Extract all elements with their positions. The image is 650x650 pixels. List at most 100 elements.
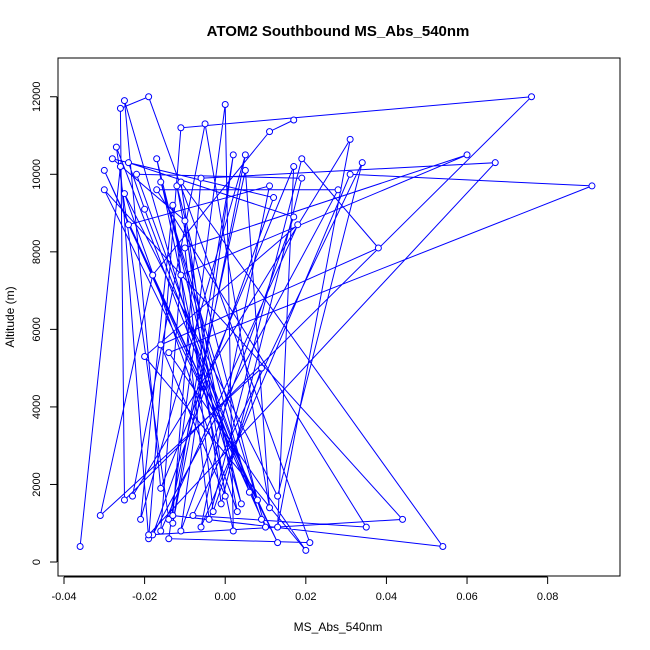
data-point [290,163,298,171]
data-point [157,178,165,186]
data-point [306,539,314,547]
data-point [491,159,499,167]
data-point [302,546,310,554]
x-tick-label: 0.06 [456,591,477,603]
x-tick-label: -0.02 [132,591,157,603]
data-point [149,271,157,279]
data-point [76,542,84,550]
data-point [257,364,265,372]
data-point [112,143,120,151]
series-line [79,96,593,551]
data-point [229,151,237,159]
data-point [274,492,282,500]
data-point [169,201,177,209]
y-axis: 0 2000 4000 6000 8000 10000 12000 [31,81,58,565]
data-point [253,496,261,504]
data-point [100,166,108,174]
data-point [346,170,354,178]
data-point [137,515,145,523]
data-point [157,341,165,349]
data-point [189,511,197,519]
data-point [120,496,128,504]
data-point [145,531,153,539]
y-axis-label: Altitude (m) [3,286,17,347]
data-point [197,174,205,182]
data-point [153,155,161,163]
data-point [221,101,229,109]
data-point [241,151,249,159]
data-point [108,155,116,163]
data-point [124,159,132,167]
data-point [221,492,229,500]
data-point [177,527,185,535]
data-point [141,205,149,213]
y-tick-label: 2000 [31,472,43,496]
data-point [233,508,241,516]
data-point [298,155,306,163]
data-point [245,488,253,496]
data-point [181,244,189,252]
x-tick-label: 0.04 [376,591,397,603]
data-point [294,221,302,229]
data-point [120,97,128,105]
data-point [116,104,124,112]
data-point [157,527,165,535]
data-point [157,484,165,492]
data-point [334,186,342,194]
data-point [100,186,108,194]
data-point [169,519,177,527]
data-point [266,504,274,512]
x-axis: -0.04 -0.02 0.00 0.02 0.04 0.06 0.08 [51,576,558,603]
data-point [177,178,185,186]
data-point [298,174,306,182]
x-tick-label: -0.04 [51,591,76,603]
data-point [241,166,249,174]
data-point [262,523,270,531]
x-tick-label: 0.02 [295,591,316,603]
data-point [439,542,447,550]
data-point [124,221,132,229]
data-series [76,93,596,554]
data-point [209,508,217,516]
chart-title: ATOM2 Southbound MS_Abs_540nm [207,23,470,40]
data-point [463,151,471,159]
data-point [588,182,596,190]
data-point [229,527,237,535]
data-point [358,159,366,167]
data-point [290,213,298,221]
data-point [141,353,149,361]
data-point [274,523,282,531]
data-point [266,128,274,136]
y-tick-label: 12000 [31,81,43,112]
data-point [205,515,213,523]
y-tick-label: 4000 [31,395,43,419]
x-axis-label: MS_Abs_540nm [294,620,383,634]
data-point [197,523,205,531]
data-point [374,244,382,252]
data-point [217,500,225,508]
plot-frame [57,57,621,577]
data-point [165,535,173,543]
y-tick-label: 8000 [31,240,43,264]
data-point [290,116,298,124]
data-point [346,135,354,143]
data-point [399,515,407,523]
data-point [181,217,189,225]
x-tick-label: 0.00 [215,591,236,603]
data-point [270,194,278,202]
data-point [274,539,282,547]
data-point [116,163,124,171]
data-point [362,523,370,531]
data-point [177,271,185,279]
data-point [145,93,153,101]
data-point [129,492,137,500]
data-point [133,170,141,178]
data-point [257,515,265,523]
y-tick-label: 10000 [31,159,43,190]
y-tick-label: 0 [31,559,43,565]
x-tick-label: 0.08 [537,591,558,603]
data-point [237,500,245,508]
data-point [528,93,536,101]
data-point [165,349,173,357]
